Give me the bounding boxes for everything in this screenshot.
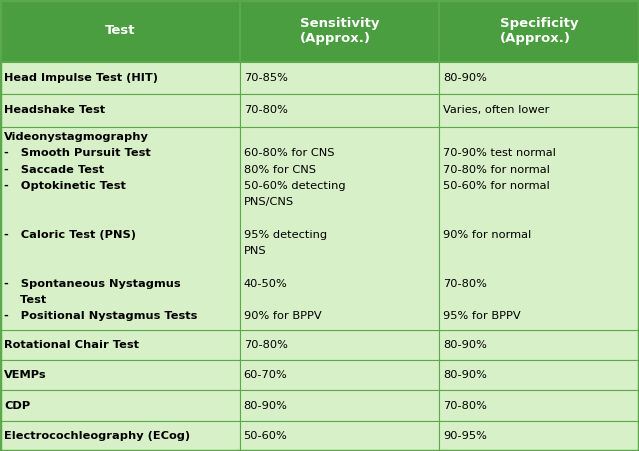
Text: 70-80%: 70-80% [443, 400, 487, 410]
Bar [440, 127, 639, 330]
Bar [240, 391, 440, 421]
Text: 70-80%: 70-80% [443, 279, 487, 289]
Text: 95% detecting: 95% detecting [243, 230, 327, 240]
Text: Test: Test [4, 295, 46, 305]
Bar [240, 330, 440, 360]
Text: 60-70%: 60-70% [243, 370, 288, 380]
Text: 70-80% for normal: 70-80% for normal [443, 165, 550, 175]
Bar [240, 360, 440, 391]
Text: Rotational Chair Test: Rotational Chair Test [4, 340, 139, 350]
Text: CDP: CDP [4, 400, 30, 410]
Text: 50-60% detecting: 50-60% detecting [243, 181, 345, 191]
Text: 90% for normal: 90% for normal [443, 230, 532, 240]
Text: PNS: PNS [243, 246, 266, 256]
Text: Sensitivity
(Approx.): Sensitivity (Approx.) [300, 17, 379, 45]
Bar [0, 391, 240, 421]
Text: 70-90% test normal: 70-90% test normal [443, 148, 556, 158]
Text: Varies, often lower: Varies, often lower [443, 106, 550, 115]
Text: Electrocochleography (ECog): Electrocochleography (ECog) [4, 431, 190, 441]
Bar [440, 360, 639, 391]
Bar [240, 421, 440, 451]
Text: 80-90%: 80-90% [443, 73, 487, 83]
Bar [0, 330, 240, 360]
Bar [240, 94, 440, 127]
Bar [440, 421, 639, 451]
Text: 80% for CNS: 80% for CNS [243, 165, 316, 175]
Text: 95% for BPPV: 95% for BPPV [443, 311, 521, 321]
Text: VEMPs: VEMPs [4, 370, 47, 380]
Text: 40-50%: 40-50% [243, 279, 288, 289]
Text: 70-85%: 70-85% [243, 73, 288, 83]
Bar [240, 62, 440, 94]
Bar [240, 0, 440, 62]
Text: 80-90%: 80-90% [443, 370, 487, 380]
Text: 80-90%: 80-90% [443, 340, 487, 350]
Bar [0, 421, 240, 451]
Text: 50-60% for normal: 50-60% for normal [443, 181, 550, 191]
Bar [440, 94, 639, 127]
Text: Videonystagmography: Videonystagmography [4, 132, 149, 142]
Bar [440, 62, 639, 94]
Bar [240, 127, 440, 330]
Text: Head Impulse Test (HIT): Head Impulse Test (HIT) [4, 73, 158, 83]
Bar [0, 94, 240, 127]
Text: 70-80%: 70-80% [243, 106, 288, 115]
Bar [0, 0, 240, 62]
Text: -   Smooth Pursuit Test: - Smooth Pursuit Test [4, 148, 151, 158]
Text: 60-80% for CNS: 60-80% for CNS [243, 148, 334, 158]
Text: 90-95%: 90-95% [443, 431, 487, 441]
Text: -   Positional Nystagmus Tests: - Positional Nystagmus Tests [4, 311, 197, 321]
Text: -   Optokinetic Test: - Optokinetic Test [4, 181, 126, 191]
Bar [440, 0, 639, 62]
Text: -   Caloric Test (PNS): - Caloric Test (PNS) [4, 230, 136, 240]
Text: Headshake Test: Headshake Test [4, 106, 105, 115]
Bar [0, 127, 240, 330]
Text: 50-60%: 50-60% [243, 431, 288, 441]
Bar [440, 391, 639, 421]
Bar [0, 62, 240, 94]
Text: 80-90%: 80-90% [243, 400, 288, 410]
Bar [440, 330, 639, 360]
Text: Specificity
(Approx.): Specificity (Approx.) [500, 17, 578, 45]
Text: PNS/CNS: PNS/CNS [243, 197, 294, 207]
Text: -   Saccade Test: - Saccade Test [4, 165, 104, 175]
Text: Test: Test [105, 24, 135, 37]
Text: 70-80%: 70-80% [243, 340, 288, 350]
Text: -   Spontaneous Nystagmus: - Spontaneous Nystagmus [4, 279, 181, 289]
Bar [0, 360, 240, 391]
Text: 90% for BPPV: 90% for BPPV [243, 311, 321, 321]
